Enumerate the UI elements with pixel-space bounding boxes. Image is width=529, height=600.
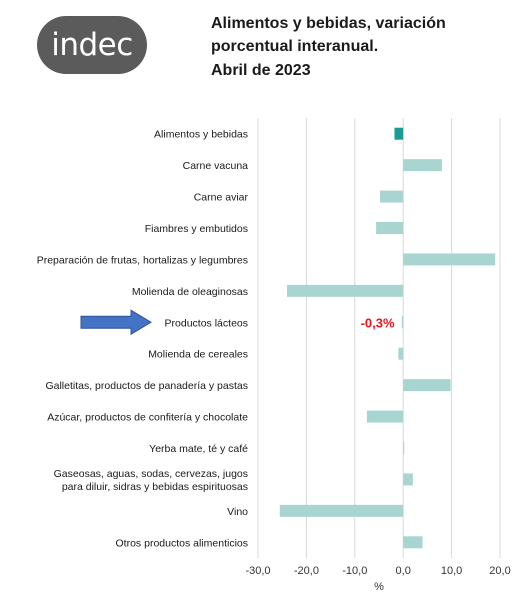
bar: [403, 379, 451, 392]
bar: [401, 316, 404, 329]
category-label: Molienda de oleaginosas: [132, 286, 248, 298]
x-tick-label: 0,0: [396, 565, 411, 577]
category-label: Carne vacuna: [183, 160, 249, 172]
category-label: Preparación de frutas, hortalizas y legu…: [37, 254, 248, 266]
category-label: Fiambres y embutidos: [145, 223, 248, 235]
category-label: Vino: [227, 506, 248, 518]
bar: [398, 347, 404, 360]
category-label: Carne aviar: [194, 192, 249, 204]
category-label: Molienda de cereales: [148, 349, 248, 361]
pointer-arrow-icon: [80, 309, 152, 336]
bar: [376, 222, 404, 234]
x-tick-label: -30,0: [245, 565, 270, 577]
bar: [403, 536, 423, 549]
category-label: Alimentos y bebidas: [154, 129, 248, 141]
bar: [394, 127, 404, 140]
chart-title-line-3: Abril de 2023: [211, 62, 311, 79]
x-tick-label: 10,0: [441, 565, 462, 577]
bar: [379, 190, 404, 203]
category-label: Galletitas, productos de panadería y pas…: [45, 380, 248, 392]
category-label: para diluir, sidras y bebidas espirituos…: [62, 481, 248, 493]
bar: [403, 159, 442, 172]
x-axis-label: %: [374, 581, 384, 593]
bar: [279, 504, 404, 517]
chart-title-line-1: Alimentos y bebidas, variación: [211, 15, 446, 32]
category-label: Yerba mate, té y café: [149, 443, 248, 455]
bar: [403, 473, 413, 486]
value-annotation: -0,3%: [361, 315, 395, 330]
category-label: Otros productos alimenticios: [116, 537, 248, 549]
category-label: Azúcar, productos de confitería y chocol…: [47, 412, 248, 424]
category-label: Productos lácteos: [165, 317, 248, 329]
indec-logo: indec: [37, 16, 147, 74]
bar: [287, 284, 404, 297]
bar: [403, 442, 405, 454]
category-label: Gaseosas, aguas, sodas, cervezas, jugos: [54, 468, 248, 480]
bar: [403, 253, 496, 266]
bar: [366, 410, 404, 423]
x-tick-label: -10,0: [342, 565, 367, 577]
x-tick-label: 20,0: [489, 565, 510, 577]
x-tick-label: -20,0: [294, 565, 319, 577]
chart-title-line-2: porcentual interanual.: [211, 38, 379, 55]
